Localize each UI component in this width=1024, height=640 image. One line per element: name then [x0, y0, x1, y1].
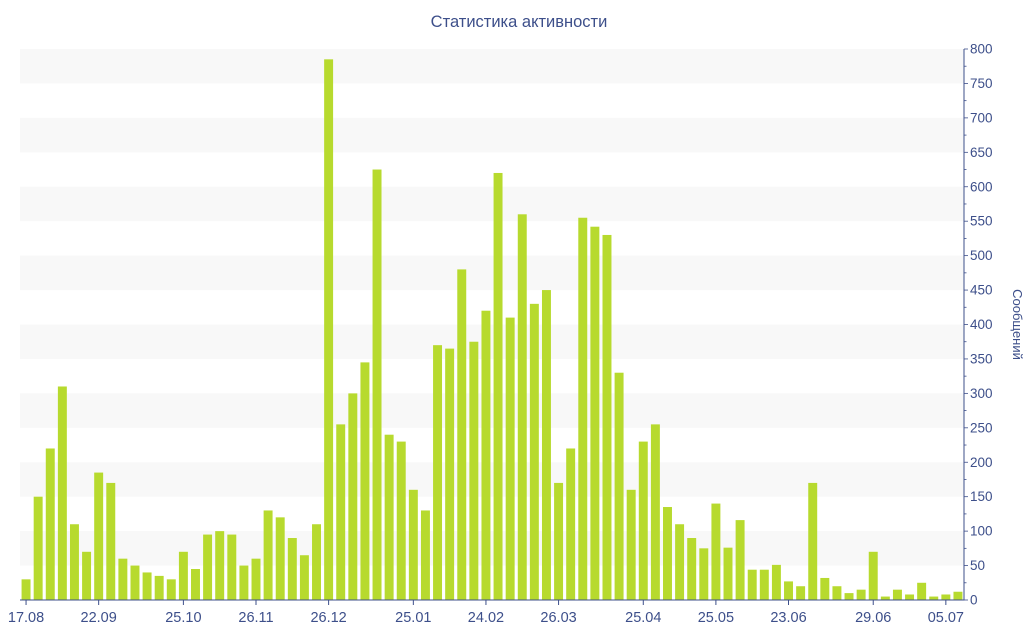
svg-text:17.08: 17.08 — [8, 610, 44, 626]
svg-text:25.05: 25.05 — [698, 610, 734, 626]
svg-text:25.01: 25.01 — [395, 610, 431, 626]
svg-text:650: 650 — [970, 145, 993, 160]
svg-text:400: 400 — [970, 317, 993, 332]
svg-text:26.12: 26.12 — [310, 610, 346, 626]
svg-text:Сообщений: Сообщений — [1010, 289, 1024, 360]
svg-text:50: 50 — [970, 558, 985, 573]
svg-text:22.09: 22.09 — [81, 610, 117, 626]
svg-text:29.06: 29.06 — [855, 610, 891, 626]
svg-text:500: 500 — [970, 248, 993, 263]
svg-text:25.04: 25.04 — [625, 610, 661, 626]
svg-text:25.10: 25.10 — [165, 610, 201, 626]
svg-text:26.03: 26.03 — [540, 610, 576, 626]
svg-text:600: 600 — [970, 179, 993, 194]
svg-text:200: 200 — [970, 455, 993, 470]
svg-text:23.06: 23.06 — [770, 610, 806, 626]
svg-text:800: 800 — [970, 42, 993, 57]
svg-text:300: 300 — [970, 386, 993, 401]
svg-text:700: 700 — [970, 110, 993, 125]
svg-text:100: 100 — [970, 524, 993, 539]
svg-text:550: 550 — [970, 214, 993, 229]
svg-text:05.07: 05.07 — [928, 610, 964, 626]
svg-text:450: 450 — [970, 283, 993, 298]
svg-text:250: 250 — [970, 420, 993, 435]
svg-text:750: 750 — [970, 76, 993, 91]
svg-text:350: 350 — [970, 351, 993, 366]
svg-text:150: 150 — [970, 489, 993, 504]
svg-text:0: 0 — [970, 593, 978, 608]
svg-text:24.02: 24.02 — [468, 610, 504, 626]
svg-text:26.11: 26.11 — [238, 610, 273, 626]
